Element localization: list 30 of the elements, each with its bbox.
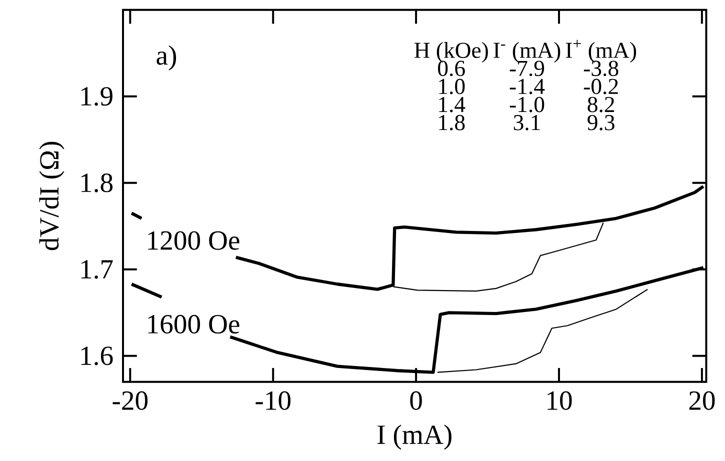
annotation: I$^{+}$ (mA) bbox=[566, 40, 636, 63]
y-axis-title: dV/dI (Ω) bbox=[39, 142, 64, 250]
annotation: 1.8 bbox=[439, 114, 465, 130]
x-tick-label: -20 bbox=[112, 391, 148, 410]
y-tick-label: 1.6 bbox=[81, 346, 113, 366]
annotation: a) bbox=[156, 45, 176, 70]
annotation: I$^{-}$ (mA) bbox=[494, 42, 560, 63]
annotation: 9.3 bbox=[588, 114, 614, 130]
annotation: 1600 Oe bbox=[148, 314, 240, 334]
y-tick-label: 1.9 bbox=[81, 86, 112, 106]
annotation: 8.2 bbox=[588, 96, 614, 112]
annotation: -7.9 bbox=[510, 60, 544, 76]
annotation: -3.8 bbox=[584, 60, 618, 76]
annotation: -1.0 bbox=[510, 96, 544, 112]
annotation: 3.1 bbox=[514, 114, 540, 130]
annotation: -0.2 bbox=[584, 78, 618, 94]
x-tick-label: 10 bbox=[548, 391, 572, 410]
x-tick-label: 20 bbox=[689, 391, 715, 410]
x-axis-title: I (mA) bbox=[378, 424, 452, 450]
annotation: 0.6 bbox=[438, 60, 465, 76]
annotation: 1.4 bbox=[439, 96, 466, 112]
annotation: H (kOe) bbox=[414, 42, 488, 63]
annotation: 1200 Oe bbox=[148, 231, 240, 250]
annotation: 1.0 bbox=[439, 78, 465, 94]
y-tick-label: 1.7 bbox=[81, 260, 113, 279]
line-series bbox=[436, 288, 648, 373]
x-tick-label: 0 bbox=[410, 391, 422, 410]
x-tick-label: -10 bbox=[256, 391, 290, 410]
y-tick-label: 1.8 bbox=[81, 173, 113, 192]
annotation: -1.4 bbox=[510, 78, 545, 94]
